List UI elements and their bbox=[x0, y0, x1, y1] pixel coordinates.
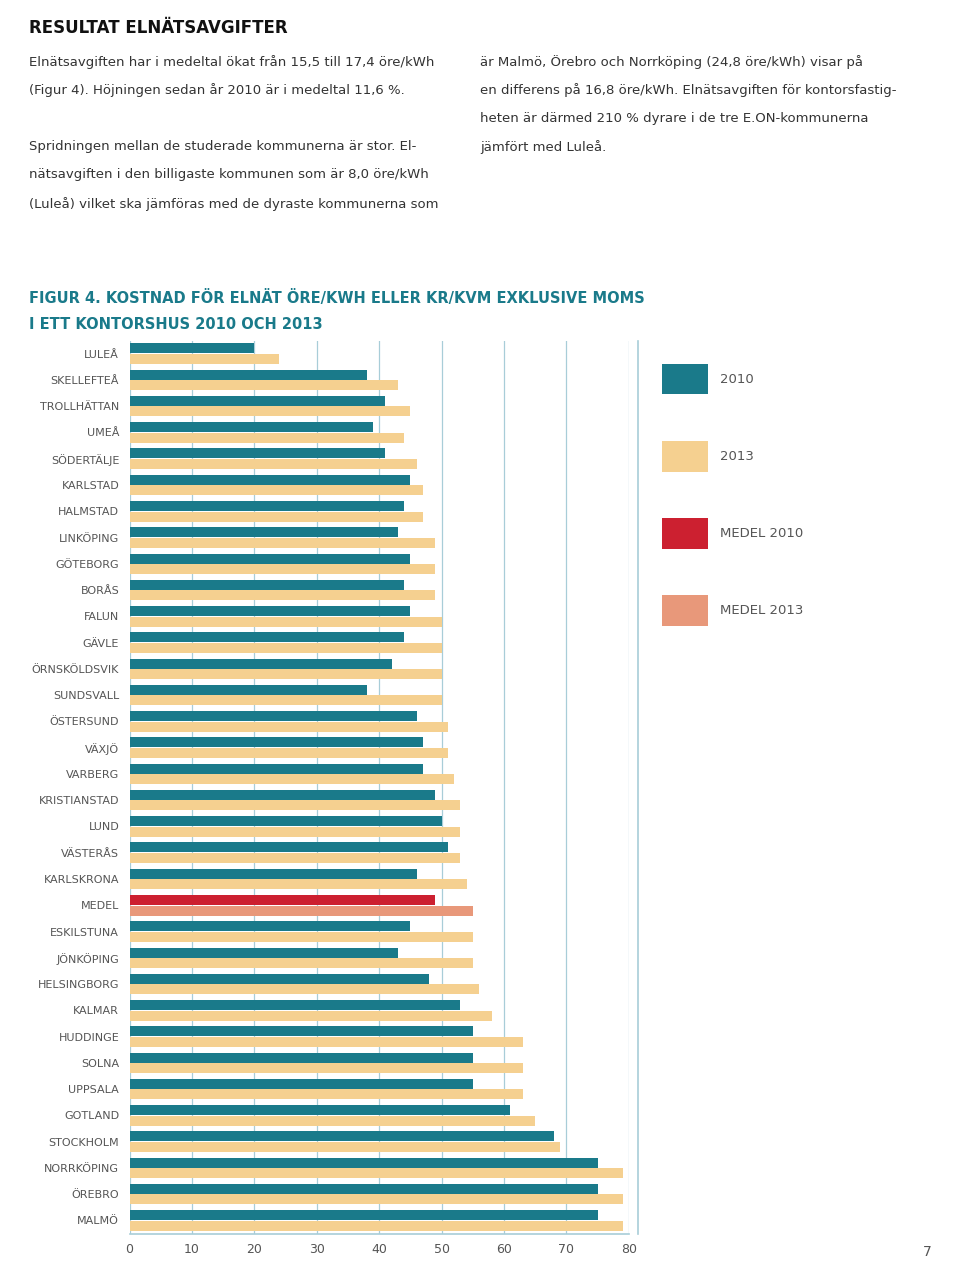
Bar bbox=[130, 448, 386, 459]
Bar bbox=[130, 1090, 522, 1100]
Bar bbox=[130, 947, 398, 957]
Bar bbox=[130, 1168, 623, 1178]
Bar bbox=[130, 1221, 623, 1231]
Text: jämfört med Luleå.: jämfört med Luleå. bbox=[480, 140, 607, 154]
Bar bbox=[130, 1010, 492, 1020]
Bar bbox=[130, 659, 392, 668]
Bar bbox=[130, 511, 423, 522]
Bar bbox=[130, 921, 411, 932]
Text: heten är därmed 210 % dyrare i de tre E.ON-kommunerna: heten är därmed 210 % dyrare i de tre E.… bbox=[480, 112, 869, 125]
Bar bbox=[130, 801, 461, 811]
Bar bbox=[130, 406, 411, 416]
Bar bbox=[130, 564, 436, 574]
Bar bbox=[130, 738, 423, 748]
Bar bbox=[130, 879, 467, 889]
Text: 7: 7 bbox=[923, 1245, 931, 1259]
Bar bbox=[130, 1079, 473, 1088]
Text: är Malmö, Örebro och Norrköping (24,8 öre/kWh) visar på: är Malmö, Örebro och Norrköping (24,8 ör… bbox=[480, 55, 863, 69]
Bar bbox=[130, 843, 448, 852]
Bar bbox=[130, 748, 448, 758]
Bar bbox=[130, 1052, 473, 1063]
Bar bbox=[130, 433, 404, 443]
Bar bbox=[130, 896, 436, 905]
Bar bbox=[130, 685, 367, 695]
Bar bbox=[130, 554, 411, 564]
Text: MEDEL 2010: MEDEL 2010 bbox=[720, 527, 804, 540]
Bar bbox=[130, 790, 436, 801]
Bar bbox=[130, 959, 473, 968]
Bar bbox=[130, 1183, 598, 1194]
Bar bbox=[130, 906, 473, 915]
Text: en differens på 16,8 öre/kWh. Elnätsavgiften för kontorsfastig-: en differens på 16,8 öre/kWh. Elnätsavgi… bbox=[480, 84, 897, 98]
Bar bbox=[130, 370, 367, 379]
Text: RESULTAT ELNÄTSAVGIFTER: RESULTAT ELNÄTSAVGIFTER bbox=[29, 19, 287, 37]
Bar bbox=[130, 396, 386, 406]
Bar bbox=[130, 869, 417, 879]
Bar bbox=[130, 669, 442, 678]
Bar bbox=[130, 617, 442, 627]
Bar bbox=[130, 1158, 598, 1168]
Bar bbox=[130, 1210, 598, 1221]
Bar bbox=[130, 774, 454, 784]
Bar bbox=[130, 607, 411, 616]
Bar bbox=[130, 932, 473, 942]
Text: (Luleå) vilket ska jämföras med de dyraste kommunerna som: (Luleå) vilket ska jämföras med de dyras… bbox=[29, 197, 439, 211]
Text: 2010: 2010 bbox=[720, 373, 754, 386]
Text: Elnätsavgiften har i medeltal ökat från 15,5 till 17,4 öre/kWh: Elnätsavgiften har i medeltal ökat från … bbox=[29, 55, 434, 69]
Bar bbox=[130, 474, 411, 484]
Bar bbox=[130, 711, 417, 721]
Bar bbox=[130, 1131, 554, 1141]
Bar bbox=[130, 501, 404, 511]
Bar bbox=[130, 816, 442, 826]
Bar bbox=[130, 1105, 511, 1115]
Bar bbox=[130, 722, 448, 731]
Bar bbox=[130, 695, 442, 705]
Bar bbox=[130, 1037, 522, 1047]
Bar bbox=[130, 1063, 522, 1073]
Text: (Figur 4). Höjningen sedan år 2010 är i medeltal 11,6 %.: (Figur 4). Höjningen sedan år 2010 är i … bbox=[29, 84, 404, 98]
Text: 2013: 2013 bbox=[720, 450, 754, 463]
Text: nätsavgiften i den billigaste kommunen som är 8,0 öre/kWh: nätsavgiften i den billigaste kommunen s… bbox=[29, 168, 428, 181]
Bar bbox=[130, 486, 423, 495]
Bar bbox=[130, 343, 254, 353]
Text: I ETT KONTORSHUS 2010 OCH 2013: I ETT KONTORSHUS 2010 OCH 2013 bbox=[29, 316, 323, 332]
Bar bbox=[130, 423, 372, 432]
Bar bbox=[130, 1195, 623, 1204]
Bar bbox=[130, 538, 436, 547]
Bar bbox=[130, 974, 429, 984]
Bar bbox=[130, 380, 398, 391]
Bar bbox=[130, 353, 279, 364]
Text: Spridningen mellan de studerade kommunerna är stor. El-: Spridningen mellan de studerade kommuner… bbox=[29, 140, 417, 153]
Bar bbox=[130, 826, 461, 837]
Bar bbox=[130, 642, 442, 653]
Bar bbox=[130, 632, 404, 642]
Bar bbox=[130, 527, 398, 537]
Bar bbox=[130, 853, 461, 864]
Bar bbox=[130, 984, 479, 995]
Text: MEDEL 2013: MEDEL 2013 bbox=[720, 604, 804, 617]
Text: FIGUR 4. KOSTNAD FÖR ELNÄT ÖRE/KWH ELLER KR/KVM EXKLUSIVE MOMS: FIGUR 4. KOSTNAD FÖR ELNÄT ÖRE/KWH ELLER… bbox=[29, 290, 644, 306]
Bar bbox=[130, 590, 436, 600]
Bar bbox=[130, 1027, 473, 1036]
Bar bbox=[130, 1000, 461, 1010]
Bar bbox=[130, 580, 404, 590]
Bar bbox=[130, 1115, 536, 1126]
Bar bbox=[130, 459, 417, 469]
Bar bbox=[130, 1142, 561, 1151]
Bar bbox=[130, 763, 423, 774]
